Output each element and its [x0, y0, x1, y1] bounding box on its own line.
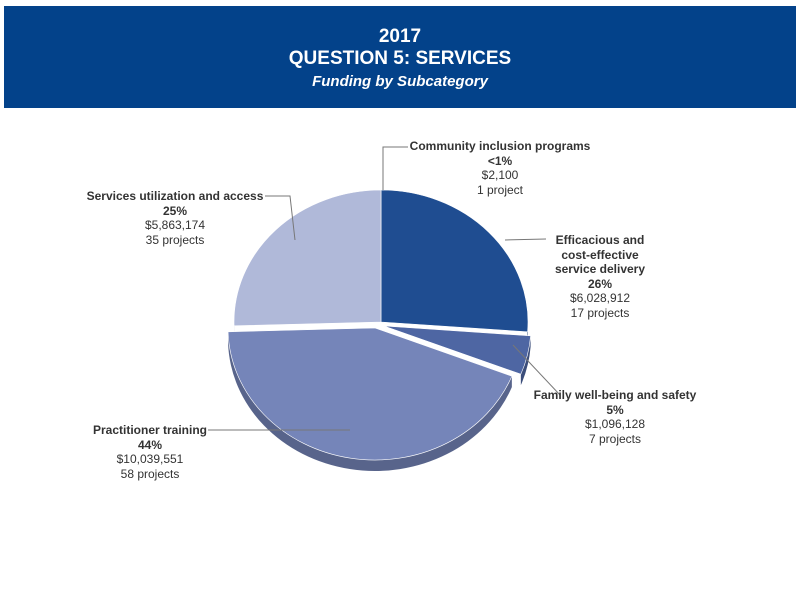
slice-projects: 1 project	[476, 182, 524, 197]
slice-percent: 26%	[587, 276, 613, 291]
leader-line	[382, 146, 408, 190]
slice-amount: $6,028,912	[569, 291, 631, 305]
slice-projects: 7 projects	[588, 431, 642, 446]
label-family: Family well-being and safety 5% $1,096,1…	[530, 388, 700, 446]
slice-amount: $2,100	[481, 168, 519, 182]
slice-name: Family well-being and safety	[533, 388, 697, 402]
chart-title: QUESTION 5: SERVICES	[288, 48, 512, 69]
pie-slice	[380, 189, 529, 333]
chart-year: 2017	[378, 26, 422, 47]
leader-line	[265, 195, 296, 241]
slice-percent: 5%	[606, 402, 624, 417]
chart-header: 2017 QUESTION 5: SERVICES Funding by Sub…	[4, 6, 796, 108]
chart-subtitle: Funding by Subcategory	[312, 73, 488, 90]
label-practitioner: Practitioner training 44% $10,039,551 58…	[80, 423, 220, 481]
slice-projects: 58 projects	[120, 466, 180, 481]
slice-percent: 25%	[162, 203, 188, 218]
slice-side	[520, 335, 531, 386]
label-efficacious: Efficacious and cost-effective service d…	[545, 233, 655, 320]
leader-line	[512, 344, 561, 396]
slice-amount: $5,863,174	[144, 218, 206, 232]
label-community: Community inclusion programs <1% $2,100 …	[400, 139, 600, 197]
pie-slice	[227, 327, 513, 461]
slice-amount: $10,039,551	[116, 452, 184, 466]
slice-projects: 17 projects	[570, 305, 630, 320]
slice-amount: $1,096,128	[584, 417, 646, 431]
slice-name: Practitioner training	[92, 423, 208, 437]
slice-name: Community inclusion programs	[409, 139, 591, 153]
slice-percent: <1%	[487, 153, 513, 168]
pie-slice	[233, 189, 382, 327]
slice-name: Efficacious and cost-effective service d…	[554, 233, 646, 276]
slice-percent: 44%	[137, 437, 163, 452]
leader-line	[504, 238, 547, 241]
label-services: Services utilization and access 25% $5,8…	[80, 189, 270, 247]
slice-name: Services utilization and access	[86, 189, 264, 203]
pie-slice	[383, 325, 531, 375]
slice-projects: 35 projects	[145, 232, 205, 247]
